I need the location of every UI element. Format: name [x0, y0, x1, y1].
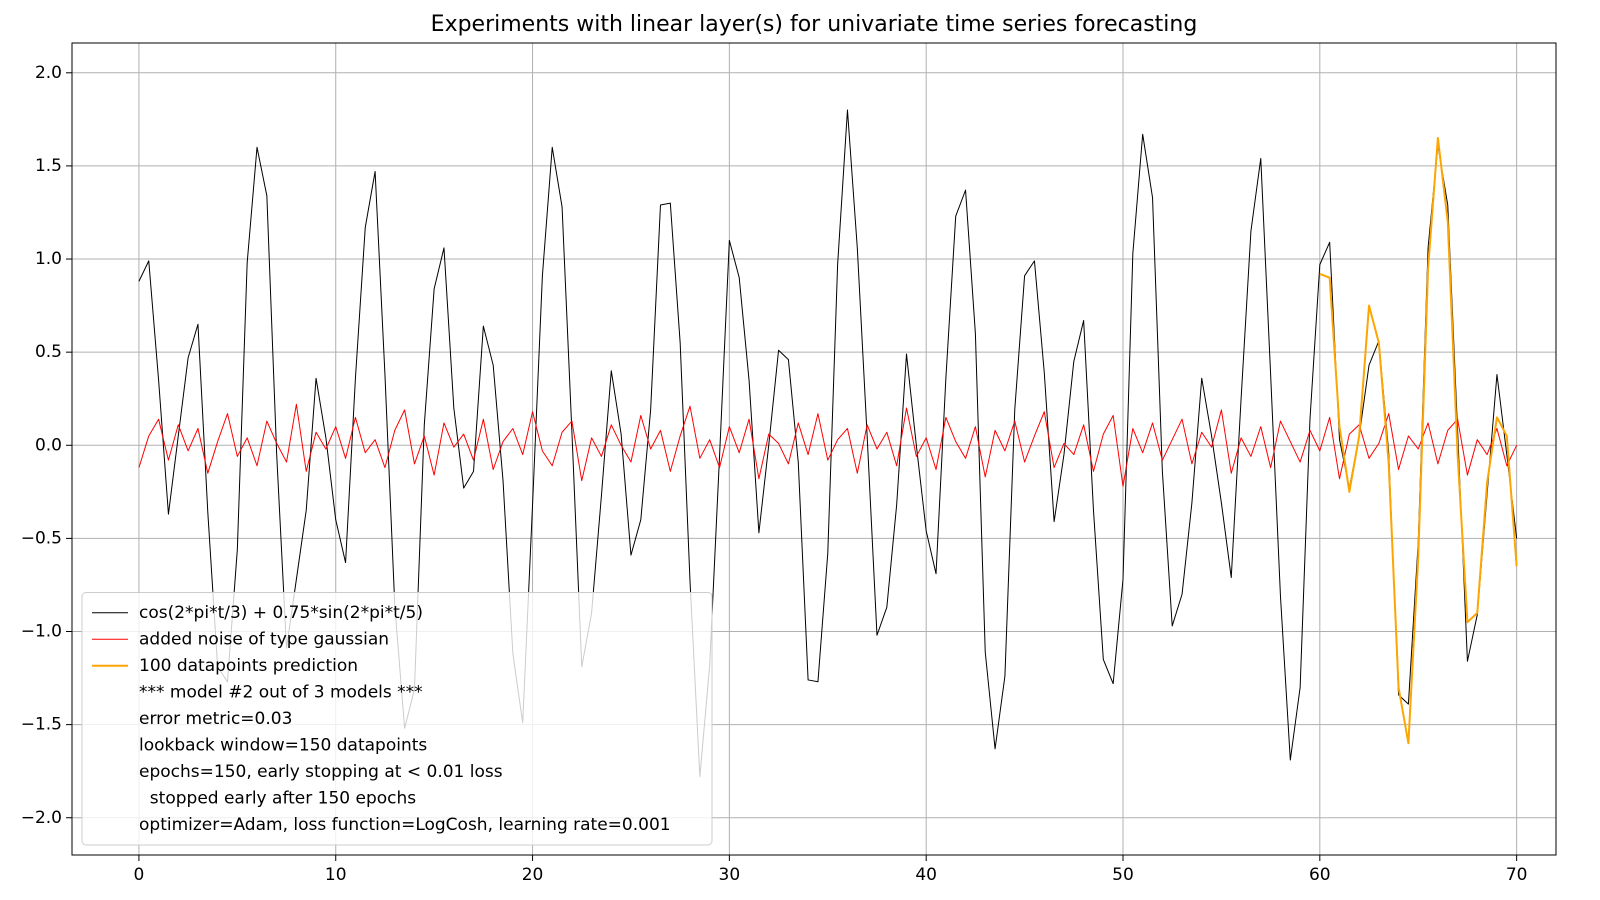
x-tick-label: 70	[1506, 865, 1528, 885]
legend-note: error metric=0.03	[139, 709, 292, 729]
x-tick-label: 10	[325, 865, 347, 885]
legend-note: *** model #2 out of 3 models ***	[139, 682, 423, 702]
legend-note: epochs=150, early stopping at < 0.01 los…	[139, 762, 503, 782]
y-tick-label: 1.5	[35, 156, 62, 176]
plot-frame	[71, 42, 1557, 856]
x-tick-label: 20	[522, 865, 544, 885]
legend-note: optimizer=Adam, loss function=LogCosh, l…	[139, 815, 671, 835]
series-line	[138, 403, 1518, 487]
legend-label: added noise of type gaussian	[139, 629, 389, 649]
legend-note: stopped early after 150 epochs	[139, 788, 416, 808]
y-tick-label: 2.0	[35, 63, 62, 83]
y-tick-label: −0.5	[21, 528, 62, 548]
y-tick-label: −1.0	[21, 622, 62, 642]
series-line	[1319, 136, 1518, 745]
x-tick-label: 0	[134, 865, 145, 885]
y-tick-label: 0.5	[35, 342, 62, 362]
x-tick-label: 60	[1309, 865, 1331, 885]
chart-title: Experiments with linear layer(s) for uni…	[431, 12, 1198, 37]
legend-box	[81, 592, 713, 846]
legend-label: cos(2*pi*t/3) + 0.75*sin(2*pi*t/5)	[139, 603, 423, 623]
y-tick-label: −1.5	[21, 715, 62, 735]
legend-label: 100 datapoints prediction	[139, 656, 358, 676]
series-line	[138, 109, 1518, 778]
x-tick-label: 30	[719, 865, 741, 885]
y-tick-label: −2.0	[21, 808, 62, 828]
x-tick-label: 40	[915, 865, 937, 885]
x-tick-label: 50	[1112, 865, 1134, 885]
legend: cos(2*pi*t/3) + 0.75*sin(2*pi*t/5) added …	[81, 592, 713, 846]
legend-note: lookback window=150 datapoints	[139, 735, 427, 755]
y-tick-label: 0.0	[35, 435, 62, 455]
y-tick-label: 1.0	[35, 249, 62, 269]
